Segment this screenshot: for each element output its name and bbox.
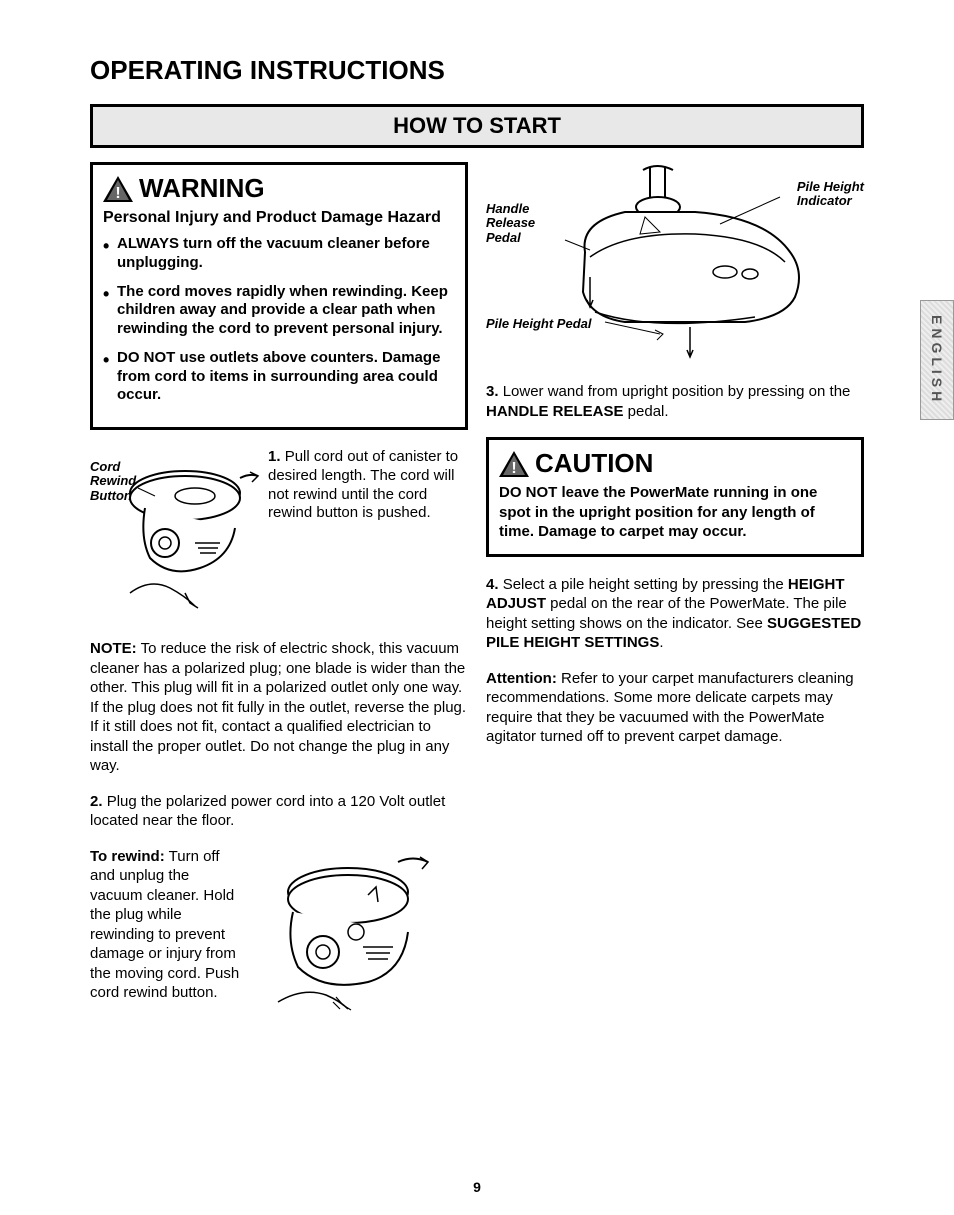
warning-heading: WARNING xyxy=(139,173,265,204)
caution-box: ! CAUTION DO NOT leave the PowerMate run… xyxy=(486,437,864,557)
warning-list: ALWAYS turn off the vacuum cleaner befor… xyxy=(103,235,455,405)
language-tab: ENGLISH xyxy=(920,300,954,420)
warning-item: DO NOT use outlets above counters. Damag… xyxy=(103,349,455,405)
fig-label-pile-pedal: Pile Height Pedal xyxy=(486,317,591,331)
attention-label: Attention: xyxy=(486,670,557,687)
step-1-text: Pull cord out of canister to desired len… xyxy=(268,448,458,521)
rewind-text: Turn off and unplug the vacuum cleaner. … xyxy=(90,848,239,1002)
attention-paragraph: Attention: Refer to your carpet manufact… xyxy=(486,669,864,747)
warning-item: ALWAYS turn off the vacuum cleaner befor… xyxy=(103,235,455,273)
right-column: HandleReleasePedal Pile Height Pedal Pil… xyxy=(486,162,864,1022)
fig-label-handle-release: HandleReleasePedal xyxy=(486,202,535,245)
step-1-number: 1. xyxy=(268,448,281,465)
step-4-paragraph: 4. Select a pile height setting by press… xyxy=(486,575,864,653)
warning-box: ! WARNING Personal Injury and Product Da… xyxy=(90,162,468,430)
figure-cord-rewind: CordRewindButton xyxy=(90,448,468,623)
powermate-figure: HandleReleasePedal Pile Height Pedal Pil… xyxy=(486,162,864,372)
step-4-text-c: . xyxy=(659,634,663,651)
page-number: 9 xyxy=(0,1179,954,1195)
left-column: ! WARNING Personal Injury and Product Da… xyxy=(90,162,468,1022)
step-3-number: 3. xyxy=(486,383,499,400)
step-2-number: 2. xyxy=(90,793,103,810)
step-3-paragraph: 3. Lower wand from upright position by p… xyxy=(486,382,864,421)
note-text: To reduce the risk of electric shock, th… xyxy=(90,640,466,774)
step-3-text-b: pedal. xyxy=(624,403,669,420)
step-2-paragraph: 2. Plug the polarized power cord into a … xyxy=(90,792,468,831)
note-paragraph: NOTE: To reduce the risk of electric sho… xyxy=(90,639,468,776)
fig-label-pile-indicator: Pile HeightIndicator xyxy=(797,180,864,209)
warning-item: The cord moves rapidly when rewinding. K… xyxy=(103,283,455,339)
warning-triangle-icon: ! xyxy=(103,176,133,202)
canister-rewind-illustration xyxy=(248,847,438,1017)
svg-text:!: ! xyxy=(511,460,516,477)
step-2-text: Plug the polarized power cord into a 120… xyxy=(90,793,445,830)
page-title: OPERATING INSTRUCTIONS xyxy=(90,55,864,86)
rewind-row: To rewind: Turn off and unplug the vacuu… xyxy=(90,847,468,1022)
caution-heading: CAUTION xyxy=(535,448,653,479)
svg-text:!: ! xyxy=(115,185,120,202)
step-4-text-a: Select a pile height setting by pressing… xyxy=(503,576,788,593)
rewind-label: To rewind: xyxy=(90,848,165,865)
caution-triangle-icon: ! xyxy=(499,451,529,477)
step-4-number: 4. xyxy=(486,576,499,593)
caution-body: DO NOT leave the PowerMate running in on… xyxy=(499,483,851,542)
note-label: NOTE: xyxy=(90,640,137,657)
step-3-bold: HANDLE RELEASE xyxy=(486,403,624,420)
section-header-box: HOW TO START xyxy=(90,104,864,148)
fig-label-cord-rewind: CordRewindButton xyxy=(90,460,136,503)
warning-subheading: Personal Injury and Product Damage Hazar… xyxy=(103,208,455,227)
step-3-text-a: Lower wand from upright position by pres… xyxy=(503,383,851,400)
